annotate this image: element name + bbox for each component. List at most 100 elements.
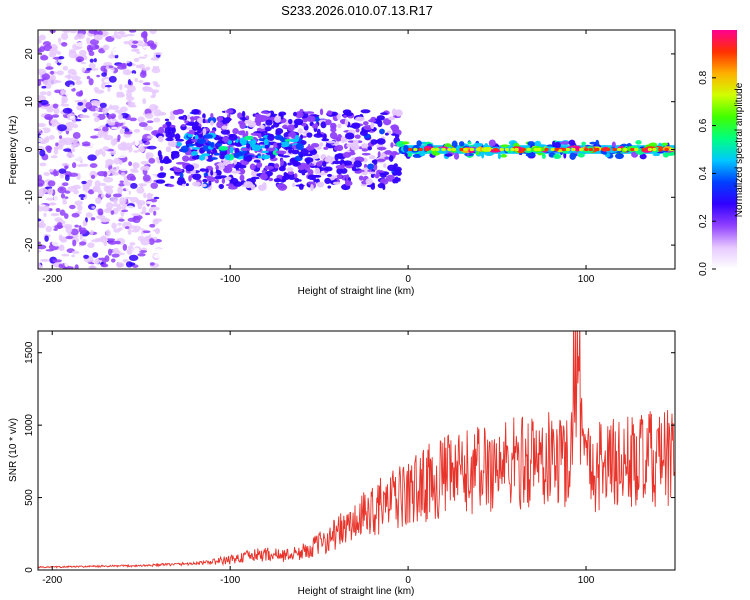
- spectral-blob: [225, 183, 236, 187]
- spectral-blob: [258, 124, 265, 129]
- spectral-blob: [55, 208, 61, 213]
- spectral-blob: [57, 124, 67, 132]
- spectral-blob: [214, 179, 219, 184]
- spectral-blob: [237, 120, 245, 126]
- colorbar: 0.0 0.2 0.4 0.6 0.8 Normalized spectral ampl…: [698, 30, 745, 276]
- spectral-blob: [49, 47, 58, 55]
- spectral-blob: [343, 114, 347, 119]
- spectral-blob: [76, 104, 85, 111]
- spectral-blob: [45, 225, 52, 233]
- spectral-blob: [153, 253, 160, 259]
- spectral-blob: [59, 209, 66, 216]
- spectral-blob: [189, 116, 195, 120]
- spectral-blob: [38, 39, 42, 44]
- spectral-blob: [38, 123, 46, 128]
- spectral-blob: [128, 161, 133, 166]
- spectral-blob: [352, 139, 359, 147]
- spectral-blob: [294, 134, 300, 142]
- spectral-blob: [171, 127, 176, 134]
- spectral-blob: [292, 182, 296, 188]
- spectral-blob: [61, 32, 69, 40]
- spectral-blob: [466, 152, 470, 156]
- spectral-blob: [86, 37, 91, 44]
- spectral-blob: [361, 148, 369, 152]
- spectral-peak: [595, 147, 600, 152]
- spectral-blob: [403, 144, 409, 153]
- spectral-blob: [378, 170, 385, 173]
- spectral-blob: [150, 247, 155, 251]
- spectral-peak: [413, 147, 418, 152]
- spectral-blob: [43, 44, 53, 52]
- spectral-blob: [329, 131, 338, 140]
- snr-x-label: Height of straight line (km): [298, 586, 415, 597]
- spectral-blob: [268, 177, 274, 182]
- spectral-blob: [118, 218, 125, 222]
- spectral-blob: [314, 115, 320, 122]
- spectral-blob: [309, 149, 318, 156]
- spectral-blob: [648, 142, 658, 147]
- spectral-blob: [276, 142, 282, 146]
- snr-x-ticks: -200 -100 0 100: [42, 331, 595, 586]
- spectral-blob: [155, 84, 160, 88]
- spectral-blob: [81, 135, 85, 141]
- spectral-blob: [95, 107, 100, 112]
- spectral-blob: [196, 138, 207, 145]
- spectral-blob: [216, 140, 225, 144]
- spectral-blob: [332, 181, 341, 185]
- spectral-blob: [50, 155, 58, 159]
- spectral-blob: [182, 155, 190, 162]
- spectral-blob: [109, 168, 118, 172]
- spectral-blob: [46, 105, 54, 113]
- spectral-blob: [91, 145, 102, 148]
- spectral-blob: [113, 30, 119, 38]
- spectral-blob: [263, 138, 269, 146]
- spectral-blob: [320, 121, 327, 129]
- spectral-blob: [125, 205, 135, 212]
- spectral-blob: [153, 248, 163, 252]
- spectral-blob: [165, 146, 172, 153]
- spectral-blob: [473, 142, 484, 147]
- spectral-blob: [568, 139, 576, 147]
- spectral-blob: [109, 151, 117, 155]
- spectral-blob: [51, 148, 55, 156]
- spectral-blob: [41, 85, 47, 89]
- spectral-blob: [82, 98, 88, 106]
- spectral-blob: [75, 42, 85, 47]
- spectral-peak: [579, 147, 584, 152]
- spectral-blob: [309, 163, 315, 167]
- spectral-blob: [319, 108, 324, 116]
- spectral-blob: [44, 135, 50, 144]
- spectral-blob: [40, 219, 45, 225]
- spectral-peak: [459, 147, 464, 152]
- spectral-blob: [362, 121, 369, 126]
- spectral-blob: [109, 46, 120, 51]
- spectral-blob: [58, 168, 67, 174]
- spectral-blob: [110, 210, 115, 215]
- spectral-blob: [131, 48, 140, 53]
- spectral-blob: [391, 133, 397, 136]
- spectral-blob: [152, 65, 156, 71]
- spectral-blob: [175, 161, 186, 165]
- spectral-blob: [336, 138, 342, 142]
- spectral-blob: [307, 169, 314, 176]
- colorbar-gradient: [712, 30, 737, 269]
- spectral-blob: [71, 212, 80, 218]
- spectral-blob: [211, 129, 216, 134]
- spectral-blob: [326, 173, 332, 177]
- spectral-peak: [430, 147, 436, 152]
- spectral-blob: [129, 262, 136, 266]
- spectral-blob: [57, 143, 64, 150]
- spectral-blob: [78, 49, 87, 57]
- spectral-blob: [79, 233, 83, 240]
- spectral-blob: [39, 134, 47, 138]
- spectral-blob: [370, 183, 376, 190]
- spectral-blob: [260, 111, 269, 114]
- spectral-blob: [72, 152, 77, 156]
- spectral-blob: [62, 200, 68, 205]
- spectrogram-x-label: Height of straight line (km): [298, 286, 415, 297]
- spectral-blob: [149, 191, 160, 195]
- spectral-blob: [75, 80, 83, 85]
- spectral-blob: [101, 32, 107, 38]
- spectral-blob: [83, 254, 89, 259]
